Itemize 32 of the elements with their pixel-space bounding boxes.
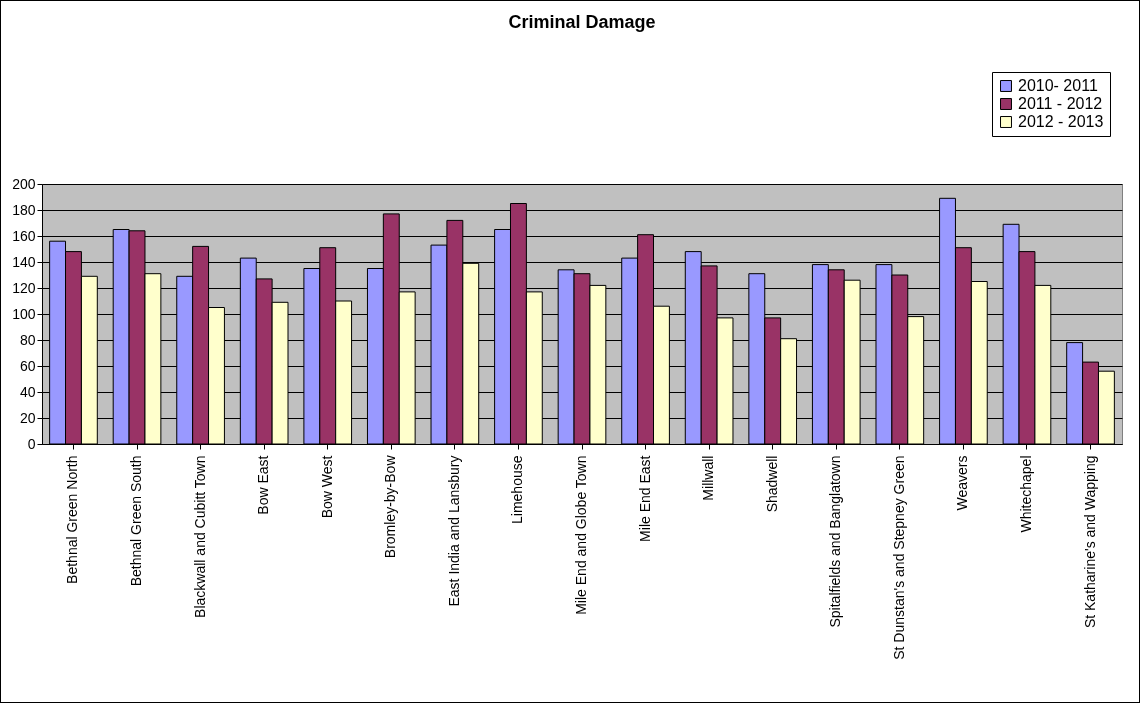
x-tick-label: Bow West	[318, 455, 335, 519]
x-tick-label: Mile End East	[636, 455, 653, 542]
x-tick-label: Mile End and Globe Town	[573, 455, 589, 615]
y-tick-label: 100	[12, 305, 36, 322]
x-tick-label: Limehouse	[509, 455, 526, 524]
y-tick-label: 140	[12, 253, 36, 270]
x-tick-label: St Dunstan's and Stepney Green	[890, 455, 907, 660]
y-tick-label: 40	[19, 383, 36, 400]
x-tick-label: Bethnal Green South	[128, 455, 145, 587]
chart-title: Criminal Damage	[508, 11, 656, 32]
x-tick-label: Blackwall and Cubitt Town	[191, 455, 208, 618]
y-tick-label: 180	[12, 201, 36, 218]
y-tick-label: 200	[12, 175, 36, 192]
x-tick-label: Weavers	[954, 455, 971, 511]
x-tick-label: Bethnal Green North	[64, 455, 81, 584]
y-tick-label: 120	[12, 279, 36, 296]
y-tick-label: 160	[12, 227, 36, 244]
x-tick-label: Shadwell	[763, 455, 780, 513]
legend-label: 2012 - 2013	[1018, 113, 1104, 130]
x-tick-label: Bromley-by-Bow	[382, 454, 399, 559]
y-tick-label: 80	[19, 331, 36, 348]
y-tick-label: 60	[19, 357, 36, 374]
legend-label: 2011 - 2012	[1018, 95, 1103, 112]
legend-label: 2010- 2011	[1018, 77, 1098, 94]
x-tick-label: Whitechapel	[1017, 455, 1034, 533]
x-tick-label: Millwall	[700, 455, 717, 501]
x-tick-label: East India and Lansbury	[445, 455, 462, 607]
y-tick-label: 20	[19, 409, 36, 426]
y-tick-label: 0	[27, 435, 36, 452]
x-tick-label: St Katharine's and Wapping	[1081, 455, 1098, 629]
x-tick-label: Spitalfields and Banglatown	[827, 455, 844, 628]
x-tick-label: Bow East	[255, 455, 272, 515]
